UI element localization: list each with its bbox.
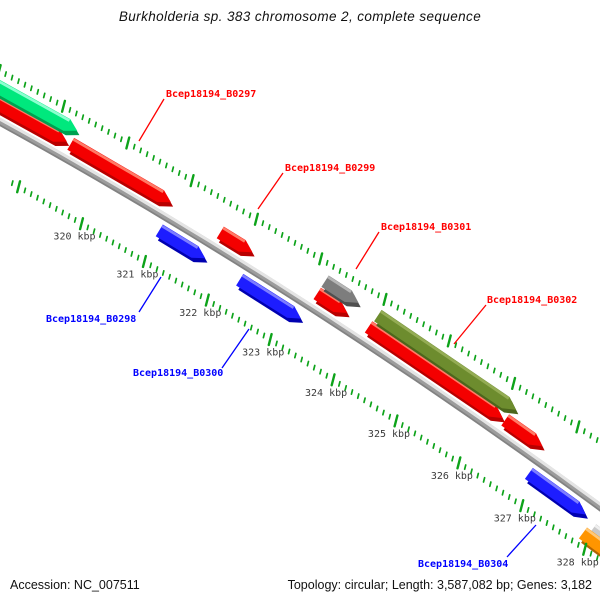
gene-label-Bcep18194_B0297[interactable]: Bcep18194_B0297 bbox=[166, 89, 256, 100]
status-bar: Accession: NC_007511 Topology: circular;… bbox=[0, 576, 600, 596]
gene-label-Bcep18194_B0301[interactable]: Bcep18194_B0301 bbox=[381, 222, 471, 233]
ruler-label-327kbp: 327 kbp bbox=[494, 514, 536, 525]
gene-arrow-Bcep18194_B0302[interactable] bbox=[374, 309, 519, 415]
ruler-label-324kbp: 324 kbp bbox=[305, 388, 347, 399]
label-leader-line-Bcep18194_B0300 bbox=[221, 328, 250, 369]
gene-arrow-Bcep18194_B0300[interactable] bbox=[236, 273, 304, 323]
sequence-title: Burkholderia sp. 383 chromosome 2, compl… bbox=[118, 9, 482, 24]
ruler-label-325kbp: 325 kbp bbox=[368, 429, 410, 440]
ruler-label-321kbp: 321 kbp bbox=[116, 270, 158, 281]
ruler-label-326kbp: 326 kbp bbox=[431, 471, 473, 482]
label-leader-line-Bcep18194_B0297 bbox=[138, 98, 165, 142]
gene-track bbox=[0, 77, 600, 580]
gene-arrow-unlabeled-red-2[interactable] bbox=[313, 287, 350, 318]
gene-arrow-Bcep18194_B0301[interactable] bbox=[321, 275, 361, 308]
ruler-label-323kbp: 323 kbp bbox=[242, 348, 284, 359]
ruler-ticks-upper bbox=[0, 63, 599, 444]
label-leader-line-Bcep18194_B0302 bbox=[453, 304, 487, 345]
gene-arrow-Bcep18194_B0299[interactable] bbox=[216, 226, 255, 257]
gene-arrow-Bcep18194_B0304[interactable] bbox=[524, 467, 588, 519]
gene-arrow-Bcep18194_B0298[interactable] bbox=[155, 224, 208, 263]
gene-labels: Bcep18194_B0297 Bcep18194_B0299 Bcep18194_… bbox=[46, 89, 577, 570]
label-leader-line-Bcep18194_B0299 bbox=[257, 172, 284, 210]
status-topology-length-genes: Topology: circular; Length: 3,587,082 bp… bbox=[287, 578, 592, 592]
ruler-ticks-lower bbox=[10, 180, 599, 562]
gene-arrow-unlabeled-red-3[interactable] bbox=[364, 321, 505, 423]
ruler-labels: 320 kbp 321 kbp 322 kbp 323 kbp 324 kbp 325 k… bbox=[53, 232, 598, 569]
gene-label-Bcep18194_B0298[interactable]: Bcep18194_B0298 bbox=[46, 314, 136, 325]
gene-label-Bcep18194_B0299[interactable]: Bcep18194_B0299 bbox=[285, 163, 375, 174]
label-leader-line-Bcep18194_B0301 bbox=[355, 231, 380, 270]
backbone bbox=[0, 117, 600, 512]
gene-label-Bcep18194_B0302[interactable]: Bcep18194_B0302 bbox=[487, 295, 577, 306]
gene-arrow-unlabeled-green-1[interactable] bbox=[0, 77, 80, 136]
gene-arrow-unlabeled-orange-1[interactable] bbox=[578, 527, 600, 580]
ruler-label-328kbp: 328 kbp bbox=[557, 557, 599, 568]
gene-arrow-Bcep18194_B0297[interactable] bbox=[67, 137, 174, 207]
ruler-label-320kbp: 320 kbp bbox=[53, 232, 95, 243]
label-leader-line-Bcep18194_B0304 bbox=[506, 524, 537, 558]
gene-label-Bcep18194_B0300[interactable]: Bcep18194_B0300 bbox=[133, 368, 223, 379]
gene-label-Bcep18194_B0304[interactable]: Bcep18194_B0304 bbox=[418, 559, 508, 570]
label-leader-line-Bcep18194_B0298 bbox=[138, 276, 162, 313]
gene-arrow-unlabeled-red-4[interactable] bbox=[501, 414, 545, 451]
status-accession: Accession: NC_007511 bbox=[10, 578, 140, 592]
ruler-label-322kbp: 322 kbp bbox=[179, 308, 221, 319]
